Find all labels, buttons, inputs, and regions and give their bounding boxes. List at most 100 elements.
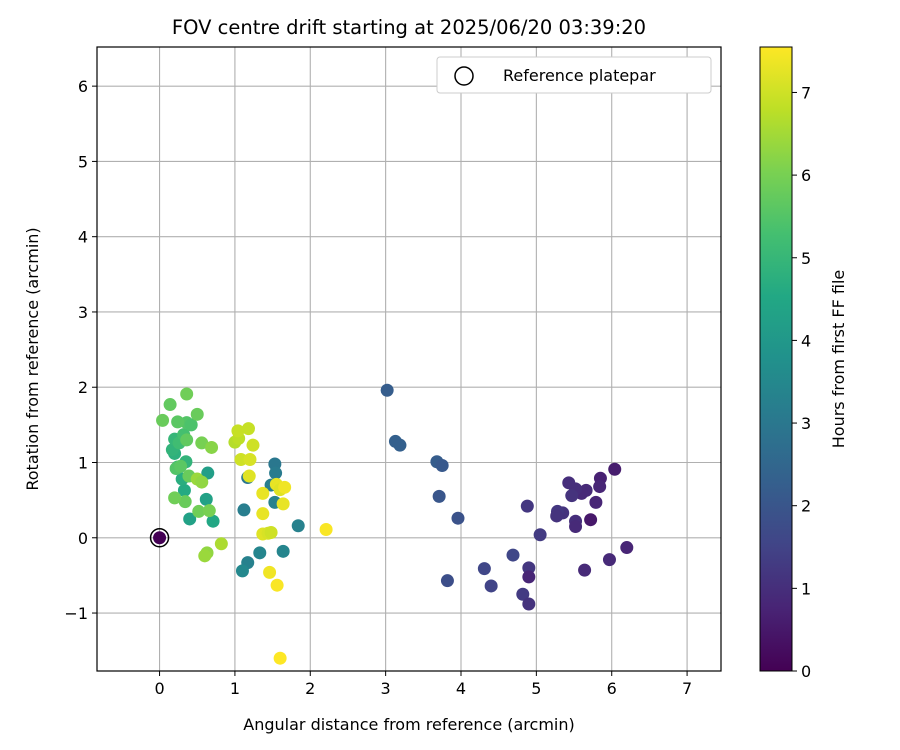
x-tick-label: 6	[607, 679, 617, 698]
data-point	[202, 504, 216, 518]
data-point	[180, 433, 194, 447]
plot-frame	[96, 46, 722, 672]
data-point	[264, 526, 278, 540]
data-point	[291, 519, 305, 533]
data-point	[180, 387, 194, 401]
data-point	[190, 407, 204, 421]
y-tick-label: 2	[78, 378, 88, 397]
colorbar-gradient	[759, 46, 793, 672]
colorbar-label: Hours from first FF file	[829, 270, 848, 449]
data-point	[451, 511, 465, 525]
data-point	[214, 537, 228, 551]
colorbar-tick-label: 3	[801, 414, 811, 433]
data-point	[522, 561, 536, 575]
legend-box	[436, 56, 712, 94]
data-point	[168, 491, 182, 505]
data-point	[241, 422, 255, 436]
x-tick-label: 5	[531, 679, 541, 698]
data-points	[149, 383, 634, 665]
data-point	[253, 546, 267, 560]
data-point	[440, 574, 454, 588]
data-point	[242, 469, 256, 483]
x-tick-label: 2	[305, 679, 315, 698]
data-point	[276, 544, 290, 558]
legend: Reference platepar	[436, 56, 712, 94]
data-point	[183, 512, 197, 526]
colorbar-tick-label: 6	[801, 166, 811, 185]
data-point	[256, 486, 270, 500]
data-point	[602, 553, 616, 567]
data-point	[608, 462, 622, 476]
y-tick-label: 3	[78, 303, 88, 322]
y-tick-label: 6	[78, 77, 88, 96]
data-point	[234, 452, 248, 466]
colorbar-tick-label: 5	[801, 249, 811, 268]
data-point	[235, 564, 249, 578]
data-point	[562, 476, 576, 490]
data-point	[522, 597, 536, 611]
data-point	[256, 507, 270, 521]
data-point	[550, 509, 564, 523]
data-point	[565, 489, 579, 503]
data-point	[380, 383, 394, 397]
data-point	[569, 519, 583, 533]
chart-title: FOV centre drift starting at 2025/06/20 …	[172, 16, 646, 39]
data-point	[516, 587, 530, 601]
data-point	[584, 513, 598, 527]
data-point	[163, 398, 177, 412]
data-point	[270, 578, 284, 592]
legend-label-reference: Reference platepar	[503, 66, 656, 85]
data-point	[484, 579, 498, 593]
grid-lines	[97, 47, 721, 671]
y-axis-ticks: −1 0 1 2 3 4 5 6	[64, 77, 97, 623]
y-tick-label: 4	[78, 228, 88, 247]
data-point	[273, 651, 287, 665]
y-tick-label: −1	[64, 604, 88, 623]
data-point	[269, 466, 283, 480]
data-point	[533, 528, 547, 542]
data-point	[620, 541, 634, 555]
data-point	[192, 504, 206, 518]
data-point	[522, 570, 536, 584]
data-point	[184, 418, 198, 432]
data-point	[578, 563, 592, 577]
data-point	[593, 480, 607, 494]
data-point	[231, 424, 245, 438]
data-point	[171, 415, 185, 429]
colorbar-tick-label: 4	[801, 331, 811, 350]
colorbar-tick-label: 2	[801, 497, 811, 516]
data-point	[278, 480, 292, 494]
y-tick-label: 0	[78, 529, 88, 548]
data-point	[520, 499, 534, 513]
data-point	[153, 531, 167, 545]
data-point	[432, 489, 446, 503]
y-axis-label: Rotation from reference (arcmin)	[23, 227, 42, 490]
colorbar-tick-label: 0	[801, 662, 811, 681]
y-tick-label: 1	[78, 453, 88, 472]
x-axis-ticks: 0 1 2 3 4 5 6 7	[154, 671, 692, 698]
colorbar: 0 1 2 3 4 5 6 7 Hours from first FF file	[759, 46, 848, 681]
data-point	[199, 492, 213, 506]
legend-reference-marker	[454, 66, 474, 86]
colorbar-ticks: 0 1 2 3 4 5 6 7	[792, 83, 811, 681]
data-point	[435, 459, 449, 473]
data-point	[205, 440, 219, 454]
data-point	[246, 438, 260, 452]
data-point	[263, 565, 277, 579]
data-point	[206, 514, 220, 528]
x-tick-label: 0	[154, 679, 164, 698]
data-point	[243, 452, 257, 466]
x-tick-label: 4	[456, 679, 466, 698]
data-point	[195, 475, 209, 489]
data-point	[178, 495, 192, 509]
y-tick-label: 5	[78, 152, 88, 171]
colorbar-tick-label: 7	[801, 83, 811, 102]
data-point	[393, 438, 407, 452]
x-tick-label: 3	[381, 679, 391, 698]
data-point	[177, 483, 191, 497]
data-point	[156, 413, 170, 427]
data-point	[237, 503, 251, 517]
data-point	[276, 497, 290, 511]
data-point	[589, 495, 603, 509]
